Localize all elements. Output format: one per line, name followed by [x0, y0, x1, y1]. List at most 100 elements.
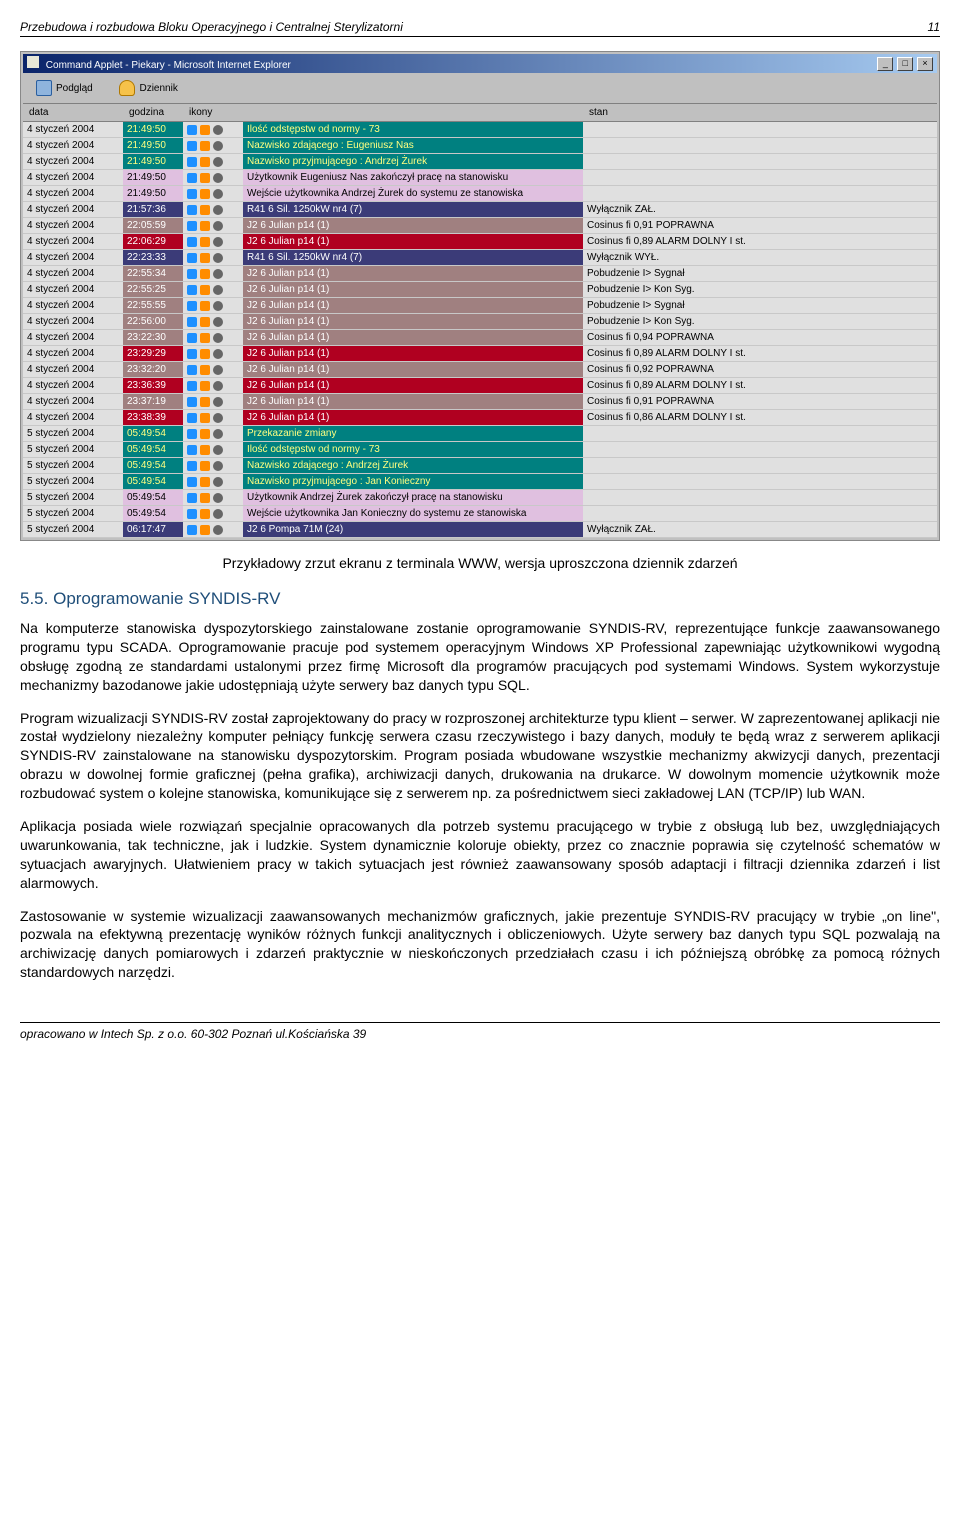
log-row[interactable]: 4 styczeń 200422:55:25J2 6 Julian p14 (1…	[23, 282, 937, 298]
status-icon	[213, 381, 223, 391]
status-icon	[187, 397, 197, 407]
cell-icons	[183, 122, 243, 137]
cell-icons	[183, 378, 243, 393]
log-row[interactable]: 4 styczeń 200422:23:33R41 6 Sil. 1250kW …	[23, 250, 937, 266]
cell-state	[583, 170, 937, 185]
cell-icons	[183, 522, 243, 537]
toolbar: Podgląd Dziennik	[23, 73, 937, 104]
log-row[interactable]: 4 styczeń 200421:49:50Użytkownik Eugeniu…	[23, 170, 937, 186]
status-icon	[200, 397, 210, 407]
cell-time: 22:05:59	[123, 218, 183, 233]
status-icon	[187, 525, 197, 535]
cell-time: 22:23:33	[123, 250, 183, 265]
status-icon	[187, 141, 197, 151]
status-icon	[213, 301, 223, 311]
status-icon	[187, 349, 197, 359]
close-button[interactable]: ×	[917, 57, 933, 71]
app-icon	[27, 56, 39, 68]
cell-time: 23:22:30	[123, 330, 183, 345]
cell-time: 23:38:39	[123, 410, 183, 425]
log-row[interactable]: 4 styczeń 200423:29:29J2 6 Julian p14 (1…	[23, 346, 937, 362]
status-icon	[213, 125, 223, 135]
maximize-button[interactable]: □	[897, 57, 913, 71]
status-icon	[200, 173, 210, 183]
cell-icons	[183, 250, 243, 265]
log-row[interactable]: 4 styczeń 200423:36:39J2 6 Julian p14 (1…	[23, 378, 937, 394]
log-row[interactable]: 4 styczeń 200423:32:20J2 6 Julian p14 (1…	[23, 362, 937, 378]
col-godzina: godzina	[125, 104, 185, 121]
col-ikony: ikony	[185, 104, 245, 121]
status-icon	[200, 445, 210, 455]
status-icon	[200, 509, 210, 519]
log-row[interactable]: 4 styczeń 200421:49:50Wejście użytkownik…	[23, 186, 937, 202]
bell-icon	[119, 80, 135, 96]
page-footer: opracowano w Intech Sp. z o.o. 60-302 Po…	[20, 1022, 940, 1041]
cell-description: Nazwisko przyjmującego : Jan Konieczny	[243, 474, 583, 489]
cell-description: J2 6 Julian p14 (1)	[243, 330, 583, 345]
cell-time: 05:49:54	[123, 490, 183, 505]
cell-state: Cosinus fi 0,86 ALARM DOLNY I st.	[583, 410, 937, 425]
log-row[interactable]: 5 styczeń 200405:49:54Przekazanie zmiany	[23, 426, 937, 442]
cell-icons	[183, 170, 243, 185]
preview-button[interactable]: Podgląd	[29, 77, 100, 99]
paragraph-3: Aplikacja posiada wiele rozwiązań specja…	[20, 817, 940, 893]
status-icon	[200, 269, 210, 279]
log-row[interactable]: 4 styczeń 200423:38:39J2 6 Julian p14 (1…	[23, 410, 937, 426]
status-icon	[213, 221, 223, 231]
cell-description: Przekazanie zmiany	[243, 426, 583, 441]
log-row[interactable]: 4 styczeń 200423:22:30J2 6 Julian p14 (1…	[23, 330, 937, 346]
log-row[interactable]: 4 styczeń 200421:49:50Nazwisko zdającego…	[23, 138, 937, 154]
status-icon	[200, 413, 210, 423]
cell-icons	[183, 474, 243, 489]
log-row[interactable]: 4 styczeń 200422:55:55J2 6 Julian p14 (1…	[23, 298, 937, 314]
status-icon	[200, 253, 210, 263]
log-row[interactable]: 5 styczeń 200405:49:54Wejście użytkownik…	[23, 506, 937, 522]
log-row[interactable]: 5 styczeń 200405:49:54Ilość odstępstw od…	[23, 442, 937, 458]
log-row[interactable]: 4 styczeń 200421:57:36R41 6 Sil. 1250kW …	[23, 202, 937, 218]
cell-time: 05:49:54	[123, 474, 183, 489]
cell-icons	[183, 426, 243, 441]
log-row[interactable]: 4 styczeń 200422:06:29J2 6 Julian p14 (1…	[23, 234, 937, 250]
cell-date: 5 styczeń 2004	[23, 442, 123, 457]
status-icon	[213, 397, 223, 407]
status-icon	[200, 157, 210, 167]
cell-date: 5 styczeń 2004	[23, 506, 123, 521]
status-icon	[213, 349, 223, 359]
cell-description: Ilość odstępstw od normy - 73	[243, 122, 583, 137]
cell-state	[583, 474, 937, 489]
col-data: data	[25, 104, 125, 121]
status-icon	[187, 221, 197, 231]
status-icon	[213, 141, 223, 151]
status-icon	[213, 285, 223, 295]
cell-state: Wyłącznik ZAŁ.	[583, 202, 937, 217]
cell-icons	[183, 346, 243, 361]
log-row[interactable]: 4 styczeń 200422:05:59J2 6 Julian p14 (1…	[23, 218, 937, 234]
cell-time: 23:29:29	[123, 346, 183, 361]
status-icon	[187, 205, 197, 215]
cell-description: J2 6 Julian p14 (1)	[243, 346, 583, 361]
status-icon	[187, 429, 197, 439]
log-row[interactable]: 4 styczeń 200421:49:50Ilość odstępstw od…	[23, 122, 937, 138]
cell-date: 4 styczeń 2004	[23, 314, 123, 329]
cell-icons	[183, 298, 243, 313]
status-icon	[213, 333, 223, 343]
minimize-button[interactable]: _	[877, 57, 893, 71]
cell-time: 21:49:50	[123, 122, 183, 137]
cell-icons	[183, 282, 243, 297]
log-row[interactable]: 5 styczeń 200406:17:47J2 6 Pompa 71M (24…	[23, 522, 937, 538]
log-row[interactable]: 5 styczeń 200405:49:54Nazwisko zdającego…	[23, 458, 937, 474]
status-icon	[187, 173, 197, 183]
cell-date: 5 styczeń 2004	[23, 426, 123, 441]
status-icon	[187, 157, 197, 167]
log-row[interactable]: 4 styczeń 200423:37:19J2 6 Julian p14 (1…	[23, 394, 937, 410]
log-row[interactable]: 4 styczeń 200422:56:00J2 6 Julian p14 (1…	[23, 314, 937, 330]
log-row[interactable]: 5 styczeń 200405:49:54Użytkownik Andrzej…	[23, 490, 937, 506]
log-row[interactable]: 5 styczeń 200405:49:54Nazwisko przyjmują…	[23, 474, 937, 490]
cell-time: 23:36:39	[123, 378, 183, 393]
journal-button[interactable]: Dziennik	[112, 77, 184, 99]
window-titlebar: Command Applet - Piekary - Microsoft Int…	[23, 54, 937, 73]
cell-date: 4 styczeń 2004	[23, 170, 123, 185]
log-row[interactable]: 4 styczeń 200421:49:50Nazwisko przyjmują…	[23, 154, 937, 170]
log-row[interactable]: 4 styczeń 200422:55:34J2 6 Julian p14 (1…	[23, 266, 937, 282]
cell-state: Pobudzenie I> Sygnał	[583, 266, 937, 281]
